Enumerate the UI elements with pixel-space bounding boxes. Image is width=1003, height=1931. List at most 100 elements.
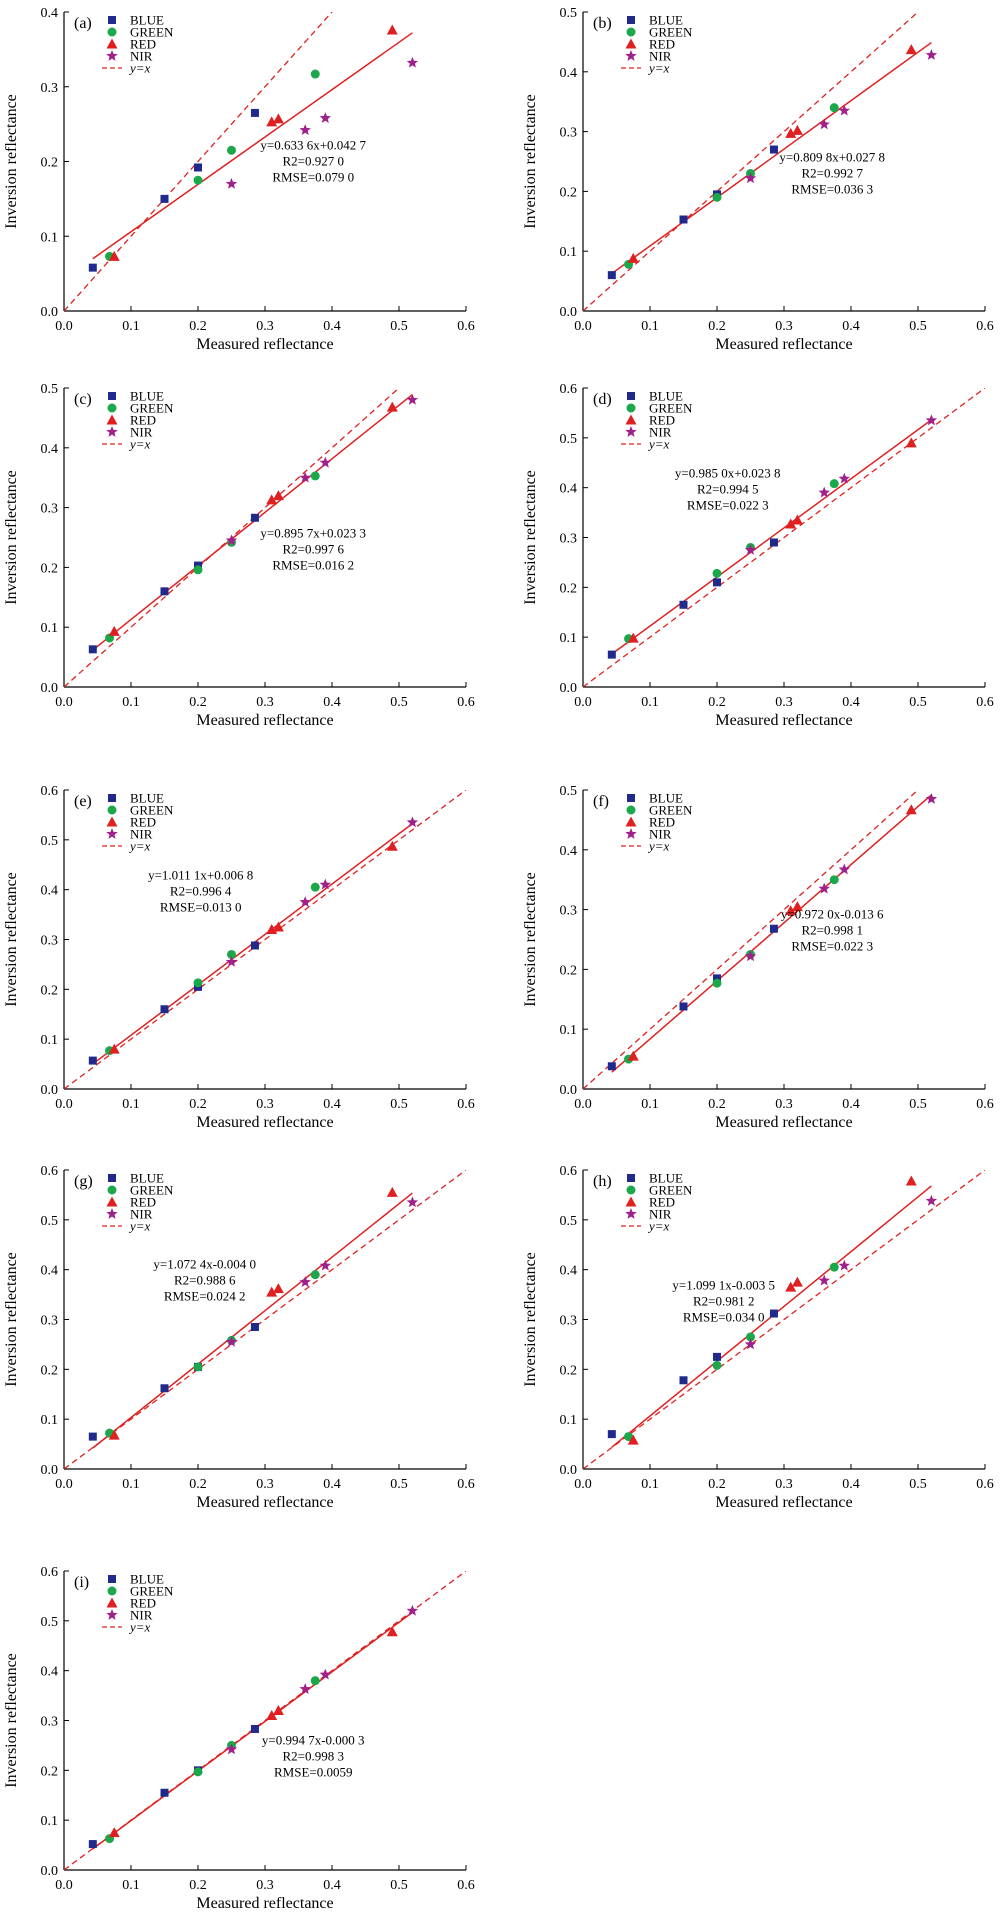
fit-equation: y=0.972 0x-0.013 6 — [781, 907, 884, 922]
legend-label: RED — [130, 1596, 156, 1611]
point-nir — [818, 486, 830, 498]
point-blue — [769, 145, 778, 154]
identity-line — [583, 12, 919, 311]
x-tick-label: 0.0 — [55, 319, 73, 334]
legend-label: GREEN — [649, 803, 693, 818]
point-green — [829, 479, 839, 489]
legend-swatch-nir — [106, 1208, 118, 1219]
legend-label: GREEN — [649, 401, 693, 416]
point-red — [386, 24, 398, 35]
rmse: RMSE=0.013 0 — [160, 900, 242, 915]
point-nir — [319, 456, 332, 468]
y-tick-label: 0.6 — [560, 382, 578, 397]
panel-label: (f) — [593, 793, 609, 810]
y-tick-label: 0.2 — [560, 185, 578, 200]
legend-swatch-green — [626, 403, 636, 413]
y-tick-label: 0.6 — [560, 1164, 578, 1179]
point-blue — [607, 650, 616, 659]
point-blue — [160, 1788, 169, 1797]
x-tick-label: 0.3 — [256, 1477, 274, 1492]
point-blue — [607, 1430, 616, 1439]
point-green — [712, 1360, 722, 1370]
legend-label: RED — [649, 815, 675, 830]
x-tick-label: 0.3 — [256, 1097, 274, 1112]
legend-swatch-green — [107, 805, 117, 815]
legend-swatch-nir — [625, 50, 637, 61]
y-tick-label: 0.6 — [41, 1164, 59, 1179]
point-red — [266, 116, 278, 127]
point-blue — [769, 924, 778, 933]
y-tick-label: 0.2 — [41, 983, 59, 998]
legend-label: BLUE — [130, 1171, 164, 1186]
r-squared: R2=0.998 1 — [801, 923, 863, 938]
y-tick-label: 0.2 — [560, 581, 578, 596]
point-nir — [818, 118, 830, 130]
y-tick-label: 0.1 — [560, 631, 578, 646]
point-nir — [225, 955, 238, 967]
point-nir — [838, 1259, 851, 1271]
x-tick-label: 0.1 — [122, 1097, 140, 1112]
point-green — [310, 1270, 320, 1280]
legend-label: GREEN — [130, 401, 174, 416]
identity-line — [583, 388, 985, 687]
point-nir — [406, 1604, 419, 1616]
legend-label: y=x — [128, 437, 151, 452]
point-blue — [713, 578, 721, 587]
x-tick-label: 0.0 — [55, 695, 73, 710]
y-tick-label: 0.0 — [41, 1083, 59, 1098]
legend-label: RED — [130, 815, 156, 830]
x-tick-label: 0.6 — [976, 319, 994, 334]
legend-label: BLUE — [130, 389, 164, 404]
point-blue — [713, 974, 721, 983]
point-green — [193, 978, 203, 988]
y-tick-label: 0.1 — [41, 1033, 59, 1048]
y-tick-label: 0.1 — [41, 621, 59, 636]
y-tick-label: 0.3 — [41, 81, 59, 96]
panel-label: (a) — [74, 15, 92, 32]
legend-label: BLUE — [130, 13, 164, 28]
y-tick-label: 0.2 — [41, 156, 59, 171]
point-red — [266, 494, 278, 505]
y-tick-label: 0.2 — [560, 963, 578, 978]
x-tick-label: 0.1 — [122, 319, 140, 334]
y-tick-label: 0.3 — [41, 1314, 59, 1329]
rmse: RMSE=0.022 3 — [791, 939, 873, 954]
x-tick-label: 0.6 — [457, 1878, 475, 1893]
point-nir — [225, 1335, 238, 1347]
legend-label: RED — [649, 413, 675, 428]
x-tick-label: 0.0 — [574, 319, 592, 334]
x-tick-label: 0.4 — [842, 319, 860, 334]
y-axis-label: Inversion reflectance — [522, 470, 539, 605]
legend-swatch-nir — [106, 828, 118, 839]
legend-label: NIR — [130, 49, 153, 64]
x-tick-label: 0.0 — [55, 1878, 73, 1893]
x-axis-label: Measured reflectance — [715, 1114, 852, 1131]
legend-label: GREEN — [130, 1584, 174, 1599]
y-axis-label: Inversion reflectance — [3, 1252, 20, 1387]
legend-label: NIR — [130, 1608, 153, 1623]
x-tick-label: 0.2 — [189, 1878, 207, 1893]
fit-equation: y=1.072 4x-0.004 0 — [153, 1257, 256, 1272]
identity-line — [64, 790, 466, 1089]
point-red — [266, 1710, 278, 1721]
x-tick-label: 0.2 — [708, 695, 726, 710]
point-nir — [406, 56, 419, 68]
legend-swatch-red — [106, 1597, 118, 1608]
legend-swatch-nir — [106, 1609, 118, 1620]
y-tick-label: 0.4 — [41, 884, 59, 899]
panel-label: (g) — [74, 1173, 93, 1190]
point-blue — [713, 1352, 721, 1361]
point-blue — [250, 941, 259, 950]
point-red — [108, 1429, 120, 1440]
fit-equation: y=0.895 7x+0.023 3 — [260, 526, 366, 541]
legend-label: BLUE — [649, 1171, 683, 1186]
x-tick-label: 0.1 — [122, 1477, 140, 1492]
y-tick-label: 0.5 — [41, 1214, 59, 1229]
legend-swatch-blue — [627, 392, 635, 400]
point-nir — [818, 1274, 830, 1286]
y-tick-label: 0.5 — [560, 1214, 578, 1229]
legend-label: BLUE — [649, 13, 683, 28]
